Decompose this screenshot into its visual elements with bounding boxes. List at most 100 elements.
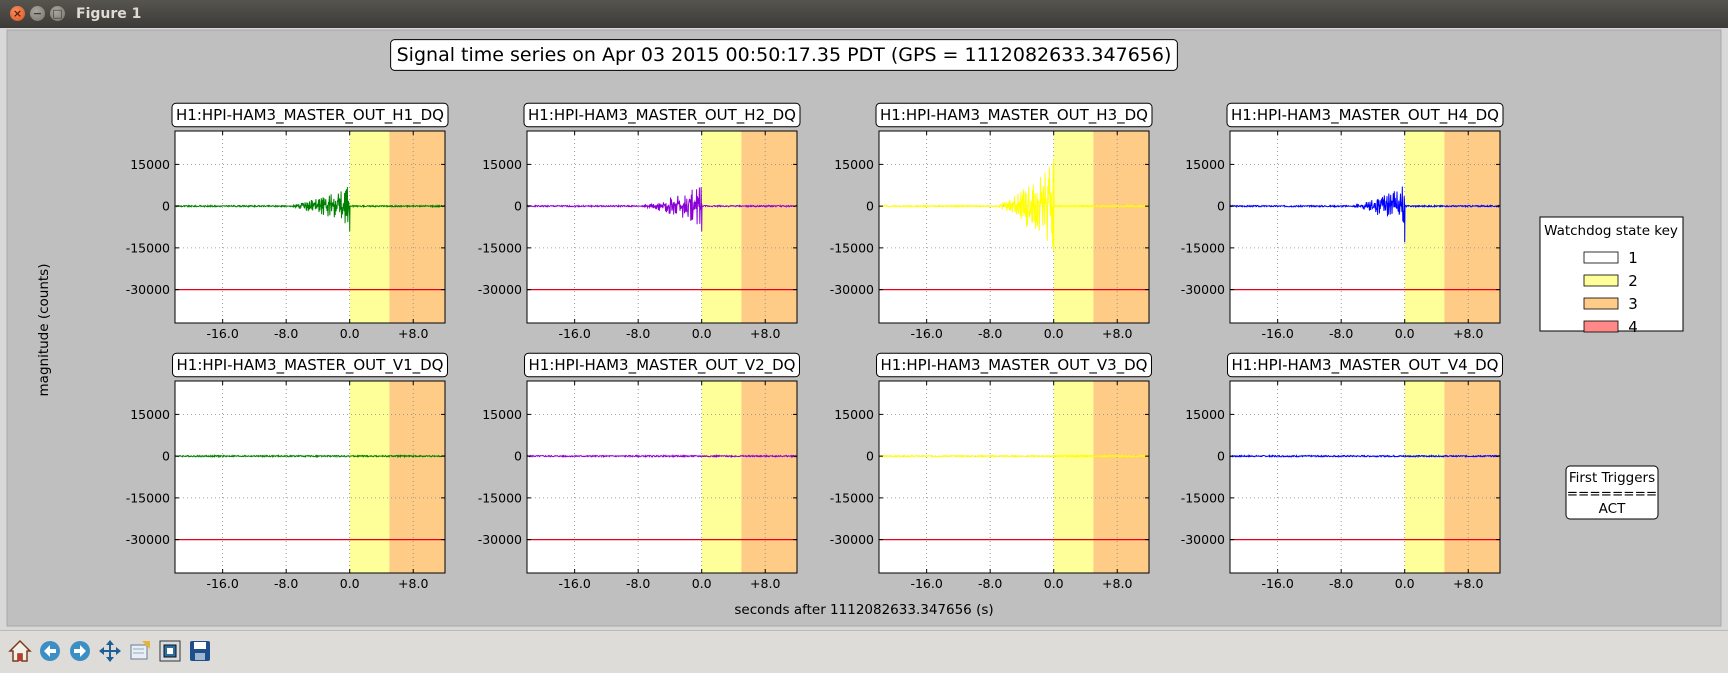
triggers-title: First Triggers: [1569, 470, 1655, 486]
axes-frame: [526, 380, 798, 574]
state-region-1: [175, 131, 350, 323]
subplot-title-frame: [171, 102, 449, 128]
x-axis-label: seconds after 1112082633.347656 (s): [734, 602, 993, 618]
x-tick-label: 0.0: [1395, 326, 1415, 341]
subplot-title-box: H1:HPI-HAM3_MASTER_OUT_H2_DQ: [523, 102, 801, 128]
state-region-2: [349, 381, 390, 573]
x-tick-label: 0.0: [1044, 326, 1064, 341]
state-region-2: [701, 131, 742, 323]
y-tick-label: -15000: [126, 240, 170, 255]
subplot-title-box: H1:HPI-HAM3_MASTER_OUT_H1_DQ: [171, 102, 449, 128]
state-region-1: [175, 381, 350, 573]
pan-arrows-icon: [99, 640, 121, 662]
save-button[interactable]: [186, 637, 214, 665]
x-tick-label: 0.0: [1395, 576, 1415, 591]
y-tick-label: -15000: [1181, 490, 1225, 505]
state-region-2: [1053, 131, 1094, 323]
y-tick-label: -30000: [830, 282, 874, 297]
y-tick-label: 15000: [834, 407, 874, 422]
x-tick-label: -8.0: [626, 576, 650, 591]
y-tick-label: 15000: [1185, 407, 1225, 422]
zoom-button[interactable]: [126, 637, 154, 665]
axes-frame: [174, 130, 446, 324]
subplot-title: H1:HPI-HAM3_MASTER_OUT_V2_DQ: [529, 356, 796, 375]
subplot: -16.0 -8.0 0.0 +8.0 15000 0 -15000 -30000 H1:HPI…: [126, 352, 448, 591]
y-tick-label: 15000: [1185, 157, 1225, 172]
x-tick-label: -8.0: [978, 326, 1002, 341]
subplot-title-frame: [876, 352, 1152, 378]
state-region-2: [701, 381, 742, 573]
back-arrow-icon: [40, 641, 60, 661]
y-tick-label: 15000: [482, 407, 522, 422]
x-tick-label: 0.0: [692, 326, 712, 341]
subplot-title-box: H1:HPI-HAM3_MASTER_OUT_V3_DQ: [876, 352, 1152, 378]
subplot-title-frame: [875, 102, 1153, 128]
subplot-title: H1:HPI-HAM3_MASTER_OUT_H4_DQ: [1231, 106, 1499, 125]
signal-trace: [878, 158, 1150, 251]
subplot: -16.0 -8.0 0.0 +8.0 15000 0 -15000 -30000 H1:HPI…: [478, 352, 800, 591]
subplot-title-box: H1:HPI-HAM3_MASTER_OUT_V4_DQ: [1227, 352, 1503, 378]
state-region-3: [741, 381, 797, 573]
legend-frame: [1539, 216, 1684, 332]
pan-button[interactable]: [96, 637, 124, 665]
figure-title: Signal time series on Apr 03 2015 00:50:…: [397, 44, 1172, 66]
state-region-3: [1444, 131, 1500, 323]
legend-label: 1: [1628, 249, 1638, 267]
y-tick-label: -30000: [126, 282, 170, 297]
x-tick-label: -16.0: [558, 576, 590, 591]
y-tick-label: 15000: [834, 157, 874, 172]
subplot-title: H1:HPI-HAM3_MASTER_OUT_H1_DQ: [176, 106, 444, 125]
y-tick-label: 15000: [130, 407, 170, 422]
signal-trace: [1229, 453, 1501, 459]
subplot-title: H1:HPI-HAM3_MASTER_OUT_H2_DQ: [528, 106, 796, 125]
x-tick-label: 0.0: [340, 576, 360, 591]
configure-subplots-button[interactable]: [156, 637, 184, 665]
subplot: -16.0 -8.0 0.0 +8.0 15000 0 -15000 -30000 H1:HPI…: [1181, 102, 1504, 341]
state-region-3: [1444, 381, 1500, 573]
figure-canvas: Signal time series on Apr 03 2015 00:50:…: [0, 28, 1728, 630]
x-tick-label: -8.0: [274, 576, 298, 591]
forward-button[interactable]: [66, 637, 94, 665]
x-tick-label: -8.0: [978, 576, 1002, 591]
close-button[interactable]: ×: [10, 6, 25, 21]
axes-frame: [878, 380, 1150, 574]
subplot-title-frame: [1227, 352, 1503, 378]
subplot-title-frame: [172, 352, 448, 378]
x-tick-label: -16.0: [910, 326, 942, 341]
x-tick-label: +8.0: [398, 326, 428, 341]
axes-frame: [1229, 130, 1501, 324]
y-tick-label: -30000: [478, 282, 522, 297]
minimize-button[interactable]: −: [30, 6, 45, 21]
y-tick-label: -30000: [1181, 532, 1225, 547]
legend-swatch-2: [1583, 274, 1619, 287]
legend-swatch-4: [1583, 320, 1619, 333]
signal-trace: [174, 453, 446, 459]
x-tick-label: +8.0: [1453, 326, 1483, 341]
y-tick-label: 0: [162, 449, 170, 464]
axes-frame: [174, 380, 446, 574]
y-tick-label: -15000: [478, 240, 522, 255]
x-tick-label: 0.0: [1044, 576, 1064, 591]
x-tick-label: +8.0: [750, 576, 780, 591]
y-tick-label: -30000: [1181, 282, 1225, 297]
subplot-title: H1:HPI-HAM3_MASTER_OUT_V4_DQ: [1232, 356, 1499, 375]
axes-frame: [1229, 380, 1501, 574]
forward-arrow-icon: [70, 641, 90, 661]
maximize-button[interactable]: □: [50, 6, 65, 21]
figure-title-frame: [390, 39, 1178, 71]
y-tick-label: -15000: [830, 490, 874, 505]
signal-trace: [526, 187, 798, 232]
state-region-3: [1093, 381, 1149, 573]
legend-swatch-3: [1583, 297, 1619, 310]
subplot-title-frame: [1226, 102, 1504, 128]
x-tick-label: +8.0: [1453, 576, 1483, 591]
legend-label: 3: [1628, 295, 1638, 313]
subplot-title-box: H1:HPI-HAM3_MASTER_OUT_V1_DQ: [172, 352, 448, 378]
y-tick-label: 0: [1217, 449, 1225, 464]
axes-frame: [526, 130, 798, 324]
x-tick-label: -16.0: [1261, 576, 1293, 591]
back-button[interactable]: [36, 637, 64, 665]
window-title: Figure 1: [76, 6, 142, 22]
x-tick-label: -8.0: [1329, 576, 1353, 591]
home-button[interactable]: [6, 637, 34, 665]
